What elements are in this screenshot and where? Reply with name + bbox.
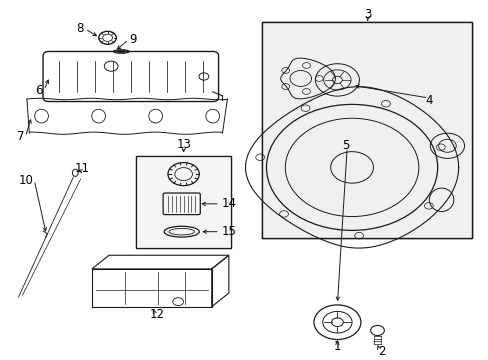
Text: 8: 8: [77, 22, 84, 35]
Text: 7: 7: [17, 130, 24, 143]
Bar: [136, 156, 231, 248]
Bar: [261, 22, 471, 238]
Text: 6: 6: [36, 84, 43, 96]
Text: 3: 3: [363, 8, 371, 21]
Text: 4: 4: [425, 94, 432, 107]
Bar: [136, 156, 231, 248]
Bar: [261, 22, 471, 238]
Text: 13: 13: [176, 138, 191, 151]
Text: 9: 9: [129, 33, 137, 46]
Text: 1: 1: [333, 340, 341, 353]
Bar: [261, 22, 471, 238]
Text: 15: 15: [222, 225, 236, 238]
Text: 14: 14: [222, 197, 236, 210]
Text: 10: 10: [19, 174, 33, 186]
Bar: [136, 156, 231, 248]
Text: 12: 12: [149, 308, 164, 321]
Text: 11: 11: [75, 162, 89, 175]
Text: 2: 2: [377, 345, 385, 358]
Text: 5: 5: [342, 139, 349, 152]
